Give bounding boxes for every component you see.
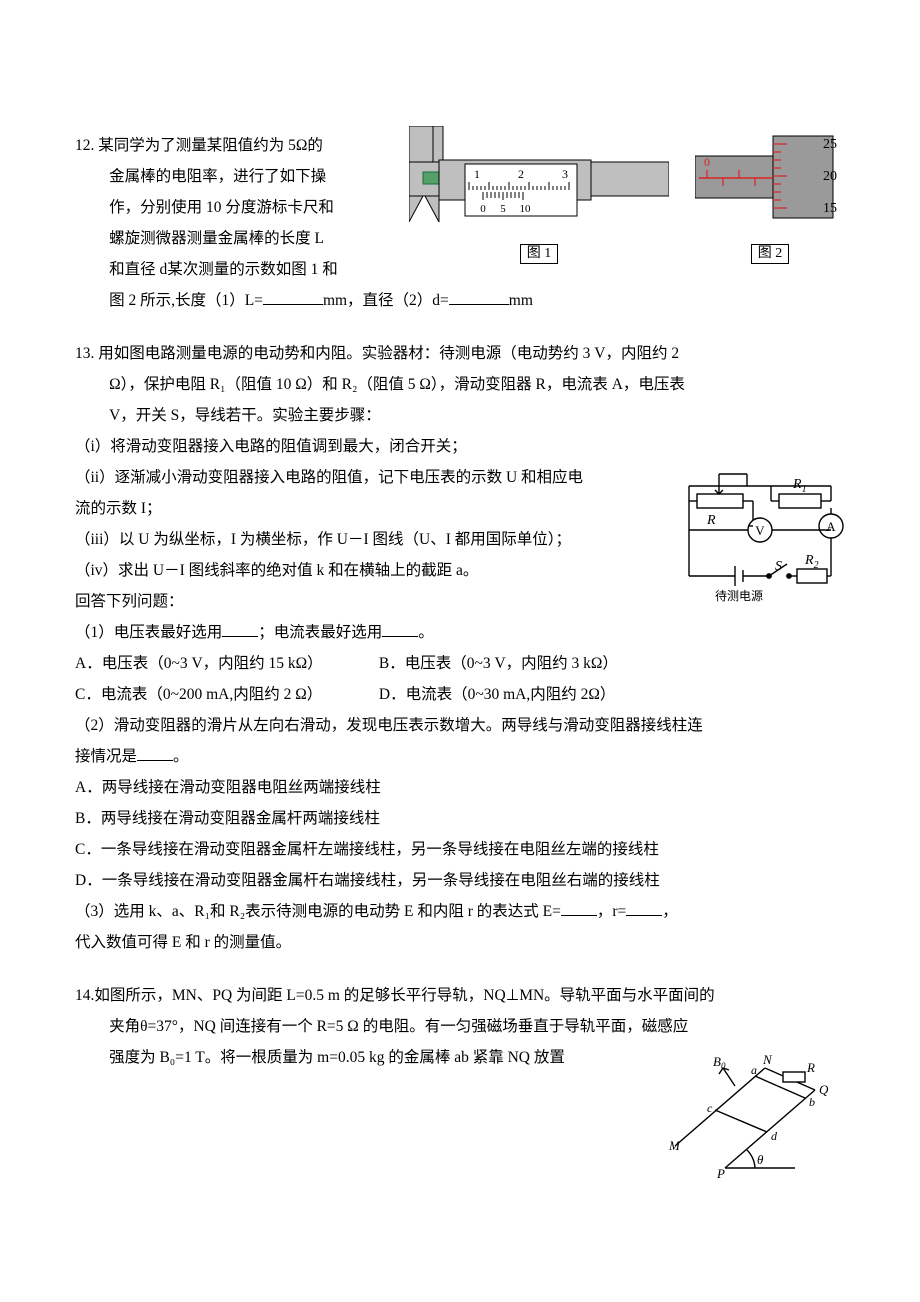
- svg-text:0: 0: [480, 203, 486, 215]
- svg-text:R2: R2: [804, 553, 819, 571]
- blank-internal-r[interactable]: [626, 900, 662, 917]
- svg-text:R: R: [806, 1060, 815, 1075]
- svg-text:b: b: [809, 1095, 815, 1109]
- q12-text-a: 某同学为了测量某阻值约为 5Ω的: [98, 137, 323, 154]
- q13-intro-b: Ω），保护电阻 R₁（阻值 10 Ω）和 R₂（阻值 5 Ω），滑动变阻器 R，…: [75, 369, 845, 400]
- question-13: 13. 用如图电路测量电源的电动势和内阻。实验器材：待测电源（电动势约 3 V，…: [75, 338, 845, 958]
- micrometer-icon: 0 25 20 15: [695, 126, 845, 241]
- svg-text:d: d: [771, 1129, 778, 1143]
- q13-part2-b-pre: 接情况是: [75, 748, 137, 765]
- svg-text:10: 10: [520, 203, 532, 215]
- circuit-figure: R R1 V A S R2 待测电源: [675, 466, 845, 619]
- q13-part1-pre: （1）电压表最好选用: [75, 624, 222, 641]
- svg-text:S: S: [775, 559, 782, 574]
- q13-step-i: （i）将滑动变阻器接入电路的阻值调到最大，闭合开关；: [75, 431, 845, 462]
- q13-intro-a-text: 用如图电路测量电源的电动势和内阻。实验器材：待测电源（电动势约 3 V，内阻约 …: [94, 345, 679, 362]
- svg-text:2: 2: [518, 167, 524, 181]
- svg-text:3: 3: [562, 167, 568, 181]
- q13-part3-end: 代入数值可得 E 和 r 的测量值。: [75, 927, 845, 958]
- svg-text:R: R: [706, 513, 716, 528]
- blank-connection[interactable]: [137, 745, 173, 762]
- svg-text:V: V: [755, 523, 765, 538]
- q13-part1-mid: ；电流表最好选用: [258, 624, 382, 641]
- svg-text:M: M: [668, 1138, 681, 1153]
- blank-length[interactable]: [263, 289, 323, 306]
- q13-option-row-ab: A．电压表（0~3 V，内阻约 15 kΩ） B．电压表（0~3 V，内阻约 3…: [75, 648, 845, 679]
- vernier-caliper-icon: 1 2 3: [409, 126, 669, 241]
- svg-text:1: 1: [474, 167, 480, 181]
- svg-text:5: 5: [500, 203, 506, 215]
- inclined-rail-figure: M N P Q R a b c d B0 θ: [655, 1050, 845, 1191]
- svg-text:15: 15: [823, 201, 837, 216]
- q13-part1: （1）电压表最好选用 ；电流表最好选用 。: [75, 617, 845, 648]
- q12-text-f-post: mm: [509, 292, 533, 309]
- q13-part3-pre: （3）选用 k、a、R₁和 R₂表示待测电源的电动势 E 和内阻 r 的表达式 …: [75, 903, 561, 920]
- q13-part2-a: （2）滑动变阻器的滑片从左向右滑动，发现电压表示数增大。两导线与滑动变阻器接线柱…: [75, 710, 845, 741]
- svg-text:c: c: [707, 1101, 713, 1115]
- q13-part1-post: 。: [418, 624, 434, 641]
- question-14: 14.如图所示，MN、PQ 为间距 L=0.5 m 的足够长平行导轨，NQ⊥MN…: [75, 980, 845, 1191]
- q12-text-f-mid: mm，直径（2）d=: [323, 292, 449, 309]
- q13-option2-c[interactable]: C．一条导线接在滑动变阻器金属杆左端接线柱，另一条导线接在电阻丝左端的接线柱: [75, 834, 845, 865]
- q12-figures: 1 2 3: [405, 126, 845, 264]
- q14-line-a-text: 如图所示，MN、PQ 为间距 L=0.5 m 的足够长平行导轨，NQ⊥MN。导轨…: [94, 987, 714, 1004]
- fig2-caption: 图 2: [751, 244, 790, 264]
- q14-line-a: 14.如图所示，MN、PQ 为间距 L=0.5 m 的足够长平行导轨，NQ⊥MN…: [75, 980, 845, 1011]
- q12-text-f: 图 2 所示,长度（1）L= mm，直径（2）d= mm: [75, 285, 845, 316]
- svg-text:P: P: [716, 1166, 725, 1180]
- blank-ammeter-choice[interactable]: [382, 621, 418, 638]
- question-12: 1 2 3: [75, 130, 845, 316]
- q13-option-b[interactable]: B．电压表（0~3 V，内阻约 3 kΩ）: [379, 648, 679, 679]
- svg-text:25: 25: [823, 137, 837, 152]
- fig1-caption: 图 1: [520, 244, 559, 264]
- svg-text:N: N: [762, 1052, 773, 1067]
- svg-text:Q: Q: [819, 1082, 829, 1097]
- q12-number: 12.: [75, 137, 94, 154]
- svg-text:R1: R1: [792, 477, 807, 495]
- svg-text:20: 20: [823, 169, 837, 184]
- svg-text:0: 0: [704, 155, 710, 169]
- blank-diameter[interactable]: [449, 289, 509, 306]
- svg-text:a: a: [751, 1063, 757, 1077]
- svg-text:B0: B0: [713, 1054, 726, 1071]
- q13-option2-d[interactable]: D．一条导线接在滑动变阻器金属杆右端接线柱，另一条导线接在电阻丝右端的接线柱: [75, 865, 845, 896]
- q13-intro-a: 13. 用如图电路测量电源的电动势和内阻。实验器材：待测电源（电动势约 3 V，…: [75, 338, 845, 369]
- q13-option-a[interactable]: A．电压表（0~3 V，内阻约 15 kΩ）: [75, 648, 375, 679]
- q13-part3: （3）选用 k、a、R₁和 R₂表示待测电源的电动势 E 和内阻 r 的表达式 …: [75, 896, 845, 927]
- svg-text:待测电源: 待测电源: [715, 589, 763, 603]
- svg-text:θ: θ: [757, 1152, 764, 1167]
- q13-intro-c: V，开关 S，导线若干。实验主要步骤：: [75, 400, 845, 431]
- q13-option-row-cd: C．电流表（0~200 mA,内阻约 2 Ω） D．电流表（0~30 mA,内阻…: [75, 679, 845, 710]
- q13-part3-mid: ，r=: [597, 903, 626, 920]
- q12-text-f-pre: 图 2 所示,长度（1）L=: [109, 292, 263, 309]
- q13-part3-post: ，: [662, 903, 678, 920]
- svg-text:A: A: [826, 519, 836, 534]
- blank-voltmeter-choice[interactable]: [222, 621, 258, 638]
- q13-part2-b-post: 。: [173, 748, 189, 765]
- q14-line-b: 夹角θ=37°，NQ 间连接有一个 R=5 Ω 的电阻。有一匀强磁场垂直于导轨平…: [75, 1011, 845, 1042]
- q14-number: 14.: [75, 987, 94, 1004]
- q13-number: 13.: [75, 345, 94, 362]
- blank-emf[interactable]: [561, 900, 597, 917]
- q13-option-c[interactable]: C．电流表（0~200 mA,内阻约 2 Ω）: [75, 679, 375, 710]
- q13-option2-a[interactable]: A．两导线接在滑动变阻器电阻丝两端接线柱: [75, 772, 845, 803]
- q13-part2-b: 接情况是 。: [75, 741, 845, 772]
- q13-option-d[interactable]: D．电流表（0~30 mA,内阻约 2Ω）: [379, 679, 679, 710]
- q13-option2-b[interactable]: B．两导线接在滑动变阻器金属杆两端接线柱: [75, 803, 845, 834]
